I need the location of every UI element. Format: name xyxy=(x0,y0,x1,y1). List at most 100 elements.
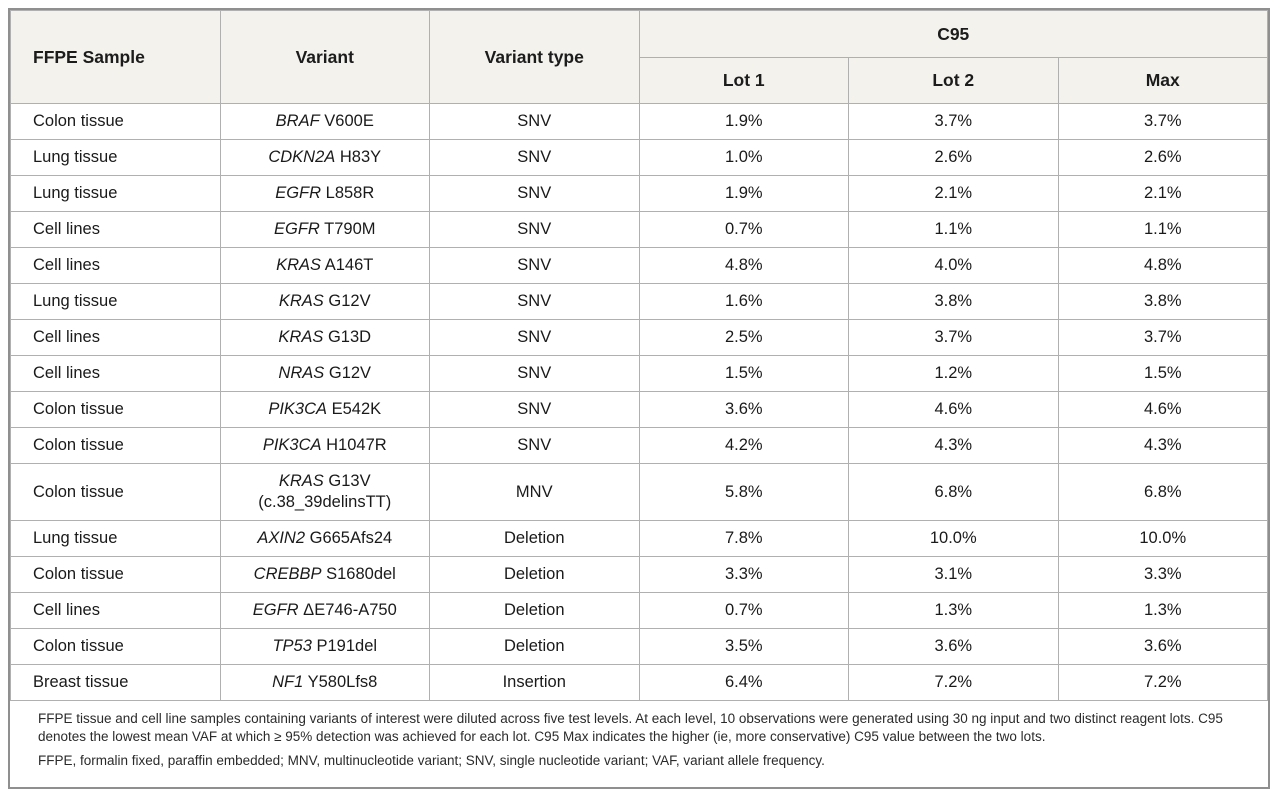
sample-cell: Colon tissue xyxy=(10,391,221,428)
lot1-cell: 4.2% xyxy=(638,427,849,464)
gene-symbol: EGFR xyxy=(252,601,299,619)
type-cell: SNV xyxy=(429,211,640,248)
variant-cell: KRAS G13V (c.38_39delinsTT) xyxy=(219,463,430,521)
header-lot1: Lot 1 xyxy=(638,57,849,104)
type-cell: Insertion xyxy=(429,664,640,701)
gene-symbol: EGFR xyxy=(274,220,320,238)
max-cell: 3.3% xyxy=(1057,556,1268,593)
max-cell: 2.6% xyxy=(1057,139,1268,176)
lot1-cell: 1.9% xyxy=(638,103,849,140)
mutation-text: A146T xyxy=(324,256,374,274)
gene-symbol: BRAF xyxy=(275,112,320,130)
type-cell: SNV xyxy=(429,283,640,320)
lot1-cell: 1.9% xyxy=(638,175,849,212)
type-cell: MNV xyxy=(429,463,640,521)
max-cell: 3.8% xyxy=(1057,283,1268,320)
lot1-cell: 3.6% xyxy=(638,391,849,428)
mutation-text: P191del xyxy=(316,637,378,655)
mutation-text: G13D xyxy=(327,328,372,346)
max-cell: 4.6% xyxy=(1057,391,1268,428)
lot1-cell: 2.5% xyxy=(638,319,849,356)
gene-symbol: CREBBP xyxy=(253,565,322,583)
lot1-cell: 5.8% xyxy=(638,463,849,521)
variant-cell: KRAS G13D xyxy=(219,319,430,356)
mutation-text: G12V xyxy=(328,292,371,310)
type-cell: Deletion xyxy=(429,520,640,557)
variant-cell: EGFR ΔE746-A750 xyxy=(219,592,430,629)
footnote-abbreviations: FFPE, formalin fixed, paraffin embedded;… xyxy=(38,753,825,768)
lot2-cell: 7.2% xyxy=(848,664,1059,701)
sample-cell: Colon tissue xyxy=(10,103,221,140)
type-cell: SNV xyxy=(429,103,640,140)
table-row: Lung tissue CDKN2A H83Y SNV 1.0% 2.6% 2.… xyxy=(10,139,1268,176)
gene-symbol: NRAS xyxy=(278,364,325,382)
sample-cell: Cell lines xyxy=(10,211,221,248)
gene-symbol: KRAS xyxy=(276,256,322,274)
lot2-cell: 3.7% xyxy=(848,319,1059,356)
footnote-methods: FFPE tissue and cell line samples contai… xyxy=(38,711,1223,744)
lot1-cell: 0.7% xyxy=(638,211,849,248)
gene-symbol: PIK3CA xyxy=(262,436,322,454)
header-sub-row: Lot 1 Lot 2 Max xyxy=(11,57,1268,104)
mutation-text: Y580Lfs8 xyxy=(307,673,378,691)
max-cell: 3.7% xyxy=(1057,103,1268,140)
header-lot2: Lot 2 xyxy=(848,57,1059,104)
sample-cell: Colon tissue xyxy=(10,628,221,665)
table-row: Colon tissue BRAF V600E SNV 1.9% 3.7% 3.… xyxy=(10,103,1268,140)
table-row: Breast tissue NF1 Y580Lfs8 Insertion 6.4… xyxy=(10,664,1268,701)
type-cell: SNV xyxy=(429,175,640,212)
lot2-cell: 1.2% xyxy=(848,355,1059,392)
table-row: Cell lines KRAS G13D SNV 2.5% 3.7% 3.7% xyxy=(10,319,1268,356)
mutation-text: S1680del xyxy=(326,565,396,583)
sample-cell: Lung tissue xyxy=(10,283,221,320)
header-max: Max xyxy=(1057,57,1268,104)
lot2-cell: 6.8% xyxy=(848,463,1059,521)
header-ffpe-sample: FFPE Sample xyxy=(10,10,221,104)
mutation-text: E542K xyxy=(331,400,382,418)
variant-cell: PIK3CA H1047R xyxy=(219,427,430,464)
type-cell: Deletion xyxy=(429,628,640,665)
variant-cell: KRAS A146T xyxy=(219,247,430,284)
max-cell: 7.2% xyxy=(1057,664,1268,701)
lot2-cell: 3.6% xyxy=(848,628,1059,665)
variant-cell: PIK3CA E542K xyxy=(219,391,430,428)
lot2-cell: 10.0% xyxy=(848,520,1059,557)
table-row: Colon tissue KRAS G13V (c.38_39delinsTT) … xyxy=(10,463,1268,521)
results-table-figure: FFPE Sample Variant Variant type C95 Lot… xyxy=(8,8,1270,789)
type-cell: SNV xyxy=(429,319,640,356)
lot2-cell: 1.1% xyxy=(848,211,1059,248)
sample-cell: Breast tissue xyxy=(10,664,221,701)
table-header: FFPE Sample Variant Variant type C95 Lot… xyxy=(10,10,1268,104)
table-row: Cell lines EGFR T790M SNV 0.7% 1.1% 1.1% xyxy=(10,211,1268,248)
max-cell: 2.1% xyxy=(1057,175,1268,212)
max-cell: 3.6% xyxy=(1057,628,1268,665)
variant-cell: KRAS G12V xyxy=(219,283,430,320)
footnotes: FFPE tissue and cell line samples contai… xyxy=(10,701,1268,787)
sample-cell: Lung tissue xyxy=(10,520,221,557)
lot2-cell: 3.1% xyxy=(848,556,1059,593)
max-cell: 3.7% xyxy=(1057,319,1268,356)
gene-symbol: EGFR xyxy=(275,184,322,202)
lot2-cell: 4.0% xyxy=(848,247,1059,284)
header-group-row: FFPE Sample Variant Variant type C95 xyxy=(10,10,1268,104)
max-cell: 1.1% xyxy=(1057,211,1268,248)
mutation-text: H83Y xyxy=(339,148,382,166)
table-row: Lung tissue AXIN2 G665Afs24 Deletion 7.8… xyxy=(10,520,1268,557)
table-row: Cell lines NRAS G12V SNV 1.5% 1.2% 1.5% xyxy=(10,355,1268,392)
sample-cell: Colon tissue xyxy=(10,556,221,593)
mutation-text: H1047R xyxy=(326,436,387,454)
sample-cell: Lung tissue xyxy=(10,139,221,176)
sample-cell: Cell lines xyxy=(10,355,221,392)
variant-cell: TP53 P191del xyxy=(219,628,430,665)
type-cell: SNV xyxy=(429,427,640,464)
variant-cell: EGFR L858R xyxy=(219,175,430,212)
sample-cell: Cell lines xyxy=(10,592,221,629)
gene-symbol: PIK3CA xyxy=(268,400,328,418)
max-cell: 10.0% xyxy=(1057,520,1268,557)
lot1-cell: 1.5% xyxy=(638,355,849,392)
lot1-cell: 3.5% xyxy=(638,628,849,665)
table-row: Colon tissue CREBBP S1680del Deletion 3.… xyxy=(10,556,1268,593)
header-c95-group: C95 xyxy=(638,10,1268,58)
gene-symbol: TP53 xyxy=(272,637,312,655)
table-row: Lung tissue KRAS G12V SNV 1.6% 3.8% 3.8% xyxy=(10,283,1268,320)
